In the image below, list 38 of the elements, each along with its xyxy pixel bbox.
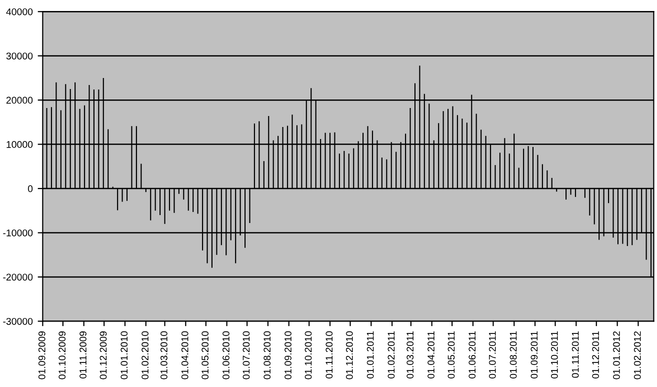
- x-tick-label: 01.12.2010: [346, 331, 353, 380]
- x-tick-label: 01.10.2009: [58, 331, 66, 380]
- x-tick-label: 01.02.2010: [142, 331, 148, 380]
- x-tick-label: 01.09.2010: [284, 331, 292, 380]
- x-tick-label: 01.01.2010: [120, 331, 128, 380]
- y-tick-label: 40000: [6, 8, 33, 16]
- x-tick-label: 01.07.2011: [488, 331, 496, 378]
- y-tick-label: -10000: [3, 229, 33, 236]
- x-tick-label: 01.11.2010: [326, 331, 333, 378]
- x-tick-label: 01.02.2012: [634, 331, 641, 380]
- x-tick-label: 01.05.2010: [202, 331, 209, 380]
- x-tick-label: 01.05.2011: [448, 331, 455, 378]
- x-tick-label: 01.10.2011: [550, 331, 558, 378]
- x-tick-label: 01.11.2011: [572, 331, 579, 378]
- y-tick-label: 0: [28, 185, 33, 192]
- x-tick-label: 01.12.2009: [100, 331, 107, 380]
- x-tick-label: 01.07.2010: [242, 331, 250, 380]
- y-tick-label: 20000: [6, 96, 33, 104]
- x-tick-label: 01.02.2011: [388, 331, 395, 378]
- y-tick-label: -20000: [3, 274, 33, 281]
- x-tick-label: 01.01.2011: [366, 331, 374, 378]
- x-tick-label: 01.04.2011: [428, 331, 434, 378]
- x-tick-label: 01.01.2012: [613, 331, 620, 380]
- x-tick-label: 01.03.2010: [160, 331, 168, 380]
- y-tick-label: -30000: [3, 318, 33, 325]
- x-tick-label: 01.09.2011: [530, 331, 538, 378]
- x-tick-label: 01.06.2011: [468, 331, 476, 378]
- x-tick-label: 01.04.2010: [181, 331, 188, 380]
- x-tick-label: 01.09.2009: [38, 331, 46, 380]
- y-tick-label: 30000: [6, 52, 33, 60]
- x-tick-label: 01.08.2010: [264, 331, 271, 380]
- x-tick-label: 01.08.2011: [510, 331, 517, 378]
- x-tick-label: 01.03.2011: [406, 331, 414, 378]
- x-tick-label: 01.12.2011: [592, 331, 599, 378]
- x-tick-label: 01.06.2010: [222, 331, 230, 380]
- x-tick-label: 01.11.2009: [80, 331, 86, 378]
- y-tick-label: 10000: [6, 141, 33, 148]
- x-tick-label: 01.10.2010: [304, 331, 312, 380]
